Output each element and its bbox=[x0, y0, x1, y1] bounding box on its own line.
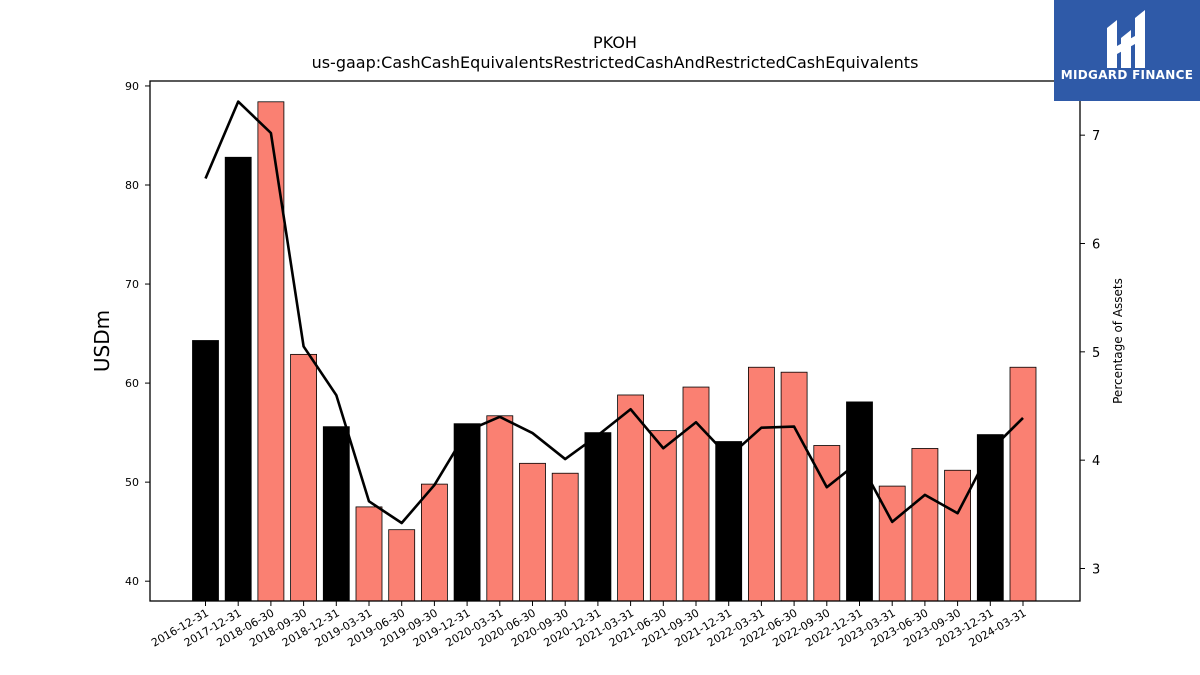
y2-tick-label: 7 bbox=[1092, 129, 1100, 144]
chart-subtitle: us-gaap:CashCashEquivalentsRestrictedCas… bbox=[312, 53, 919, 72]
brand-logo: MIDGARD FINANCE bbox=[1054, 0, 1200, 101]
y-tick-label: 80 bbox=[125, 179, 139, 192]
bar bbox=[224, 156, 252, 602]
percentage-line bbox=[204, 100, 1024, 525]
bar bbox=[617, 394, 644, 602]
bar bbox=[420, 483, 448, 602]
bar bbox=[388, 529, 416, 602]
y-axis-left: 40 50 60 70 80 90 bbox=[125, 80, 150, 588]
bar bbox=[519, 462, 546, 602]
y-axis-right: 3 4 5 6 7 bbox=[1080, 129, 1100, 578]
bar bbox=[649, 430, 677, 602]
y2-tick-label: 5 bbox=[1092, 346, 1100, 361]
y2-axis-label: Percentage of Assets bbox=[1111, 278, 1125, 404]
bar bbox=[453, 423, 481, 602]
y2-tick-label: 4 bbox=[1092, 454, 1100, 469]
brand-name: MIDGARD FINANCE bbox=[1060, 68, 1194, 82]
x-axis: 2016-12-312017-12-312018-06-302018-09-30… bbox=[149, 601, 1029, 650]
y2-tick-label: 3 bbox=[1092, 563, 1100, 578]
bar bbox=[911, 448, 939, 602]
bar bbox=[584, 432, 612, 602]
bar bbox=[846, 401, 873, 602]
brand-mark-icon bbox=[1107, 10, 1145, 68]
plot-frame bbox=[149, 80, 1081, 602]
y-tick-label: 40 bbox=[125, 575, 139, 588]
bar bbox=[976, 434, 1004, 602]
bar bbox=[1009, 366, 1037, 602]
y-tick-label: 50 bbox=[125, 476, 139, 489]
bar bbox=[257, 101, 285, 602]
bar bbox=[715, 441, 743, 602]
bar bbox=[780, 371, 808, 602]
chart-title: PKOH bbox=[593, 33, 637, 52]
bar bbox=[682, 386, 710, 602]
bar bbox=[748, 366, 775, 602]
y-tick-label: 60 bbox=[125, 377, 139, 390]
bar bbox=[944, 469, 971, 602]
y-axis-label: USDm bbox=[90, 310, 114, 372]
bar bbox=[322, 426, 350, 602]
bar bbox=[551, 472, 579, 602]
y2-tick-label: 6 bbox=[1092, 238, 1100, 253]
bar bbox=[355, 506, 383, 602]
bar-series bbox=[192, 101, 1037, 602]
bar bbox=[486, 415, 514, 602]
y-tick-label: 70 bbox=[125, 278, 139, 291]
y-tick-label: 90 bbox=[125, 80, 139, 93]
bar bbox=[192, 340, 219, 602]
bar bbox=[290, 353, 318, 602]
line-series bbox=[204, 100, 1024, 525]
